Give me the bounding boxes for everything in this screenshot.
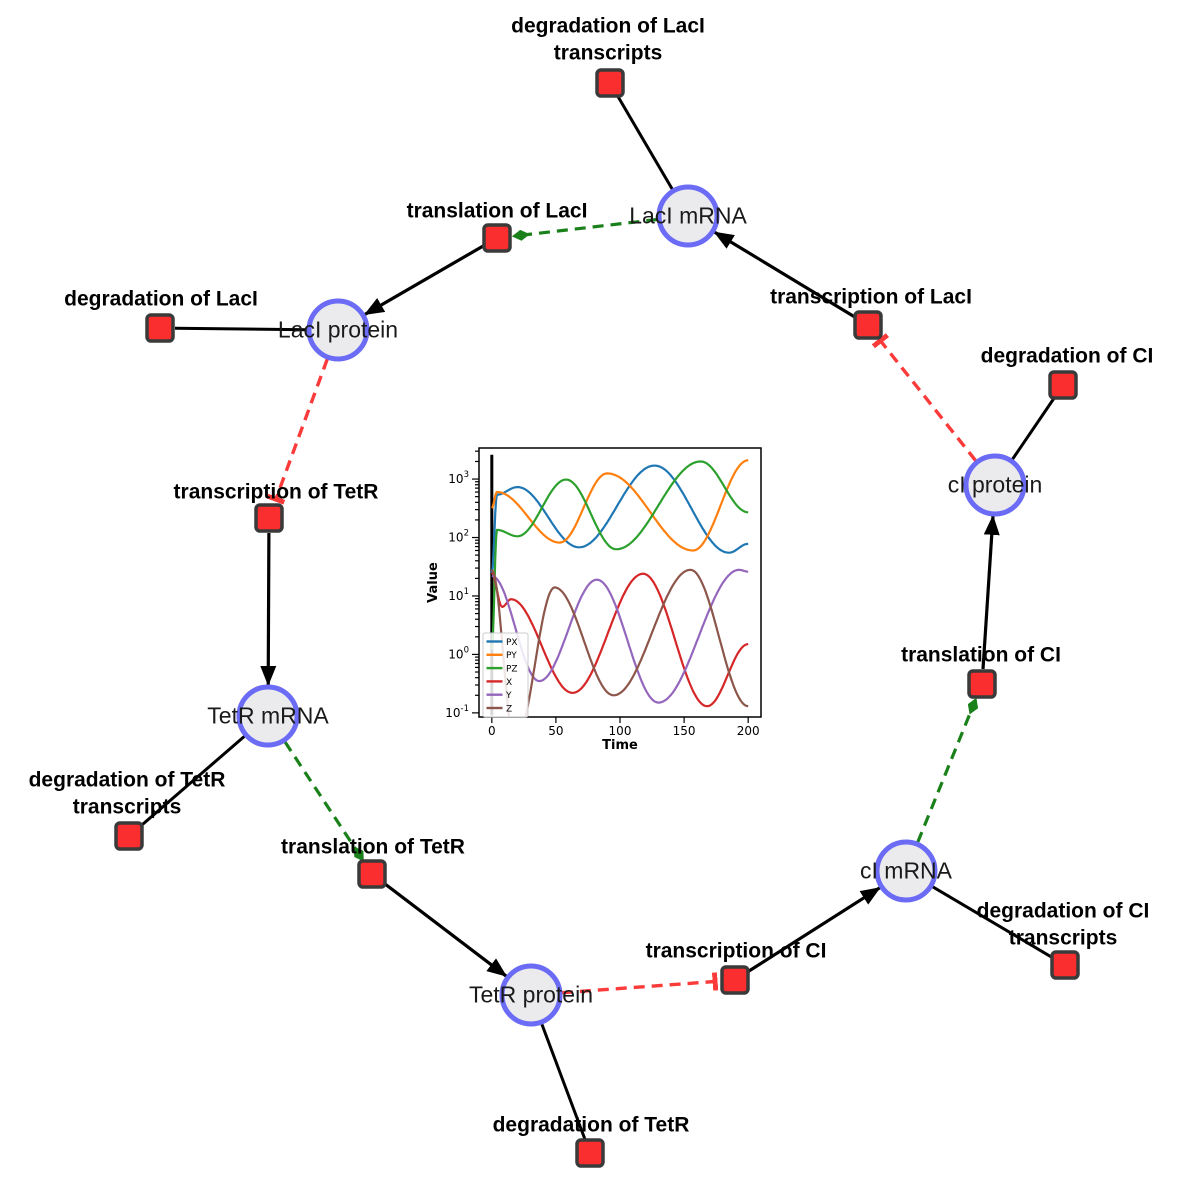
species-node-ci-protein (963, 453, 1027, 517)
y-tick-label: 10-1 (445, 704, 469, 720)
reaction-node-translation-laci (482, 223, 512, 253)
reaction-node-translation-ci (967, 669, 997, 699)
edge-production-translation-laci-to-laci-protein (363, 244, 485, 316)
reaction-node-degradation-tetr-transcripts (114, 821, 144, 851)
chart-legend: PX PY PZ XYZ (482, 632, 529, 718)
x-tick-label: 200 (737, 724, 760, 738)
species-node-tetr-protein (499, 963, 563, 1027)
edge-consumption-laci-protein-to-degradation-laci (174, 326, 308, 332)
reaction-node-degradation-laci-transcripts (595, 68, 625, 98)
reaction-node-transcription-ci (720, 965, 750, 995)
axis-ticks (472, 450, 749, 723)
edge-consumption-laci-mrna-to-degradation-laci-transcripts (616, 95, 674, 191)
legend-label-PX: PX (506, 638, 518, 648)
legend-label-PY: PY (506, 651, 517, 661)
y-tick-label: 101 (448, 587, 469, 603)
y-tick-label: 103 (448, 470, 469, 486)
edge-inhibition-ci-protein-to-transcription-laci (871, 333, 978, 462)
edge-consumption-tetr-mrna-to-degradation-tetr-transcripts (139, 735, 246, 828)
reaction-node-degradation-ci-transcripts (1050, 950, 1080, 980)
x-tick-label: 50 (548, 724, 563, 738)
edge-catalysis-laci-mrna-to-translation-laci (511, 217, 658, 241)
series-Y (491, 568, 749, 704)
reaction-node-translation-tetr (357, 859, 387, 889)
y-tick-label: 102 (448, 529, 469, 545)
edge-production-transcription-tetr-to-tetr-mrna (260, 532, 277, 686)
y-tick-label: 100 (448, 645, 469, 661)
legend-label-PZ: PZ (506, 665, 518, 675)
species-node-laci-protein (306, 298, 370, 362)
series-PY (490, 459, 749, 552)
edge-production-translation-ci-to-ci-protein (981, 514, 1000, 670)
reaction-node-transcription-laci (853, 310, 883, 340)
edge-consumption-ci-mrna-to-degradation-ci-transcripts (931, 885, 1053, 959)
legend-label-Y: Y (505, 691, 512, 701)
x-tick-label: 0 (488, 724, 496, 738)
reaction-node-transcription-tetr (254, 503, 284, 533)
series-PX (490, 464, 749, 573)
edge-production-transcription-laci-to-laci-mrna (713, 230, 857, 319)
legend-label-Z: Z (506, 704, 512, 714)
series-X (490, 571, 749, 708)
edge-catalysis-tetr-mrna-to-translation-tetr (283, 741, 365, 862)
edge-consumption-ci-protein-to-degradation-ci (1011, 396, 1056, 461)
species-node-tetr-mrna (236, 684, 300, 748)
edge-inhibition-tetr-protein-to-transcription-ci (561, 972, 719, 995)
reaction-node-degradation-ci (1048, 370, 1078, 400)
legend-label-X: X (506, 678, 512, 688)
species-node-laci-mrna (656, 184, 720, 248)
edge-consumption-tetr-protein-to-degradation-tetr (540, 1023, 587, 1140)
series-Z (490, 568, 749, 717)
x-axis-label: Time (602, 738, 638, 753)
series-PZ (490, 460, 749, 650)
edge-production-translation-tetr-to-tetr-protein (382, 881, 508, 978)
species-node-ci-mrna (874, 839, 938, 903)
x-tick-label: 100 (609, 724, 632, 738)
nodes-layer (114, 68, 1080, 1168)
reaction-node-degradation-laci (145, 313, 175, 343)
edge-inhibition-laci-protein-to-transcription-tetr (266, 358, 329, 505)
edge-production-transcription-ci-to-ci-mrna (746, 886, 881, 974)
edges-layer (139, 95, 1056, 1140)
reaction-node-degradation-tetr (575, 1138, 605, 1168)
edge-catalysis-ci-mrna-to-translation-ci (916, 697, 979, 843)
x-tick-label: 150 (673, 724, 696, 738)
chart-background (423, 432, 775, 762)
y-axis-label: Value (426, 562, 441, 603)
